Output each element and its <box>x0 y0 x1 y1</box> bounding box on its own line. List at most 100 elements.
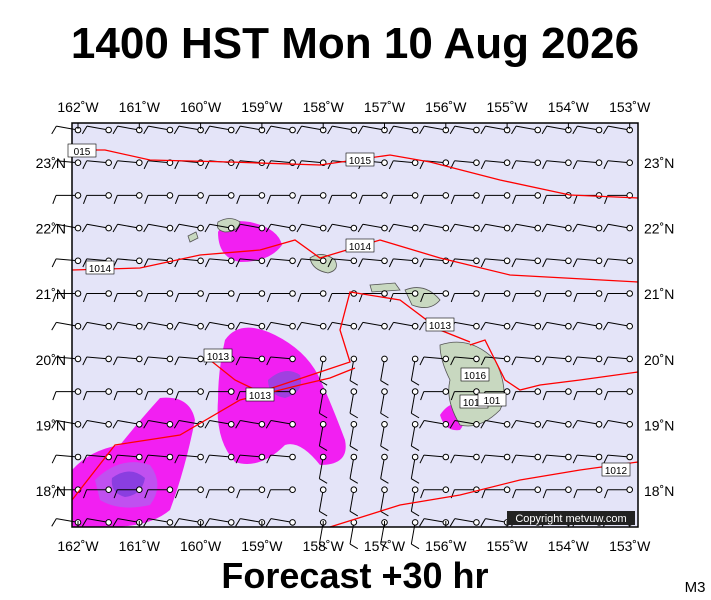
barb-feather <box>450 356 455 366</box>
wind-barb <box>604 388 634 401</box>
wind-barb <box>542 159 572 170</box>
barb-feather <box>265 420 272 429</box>
barb-feather <box>419 356 425 366</box>
barb-station <box>105 519 112 526</box>
barb-station <box>136 257 143 265</box>
barb-staff <box>56 160 79 164</box>
wind-barb <box>113 355 143 366</box>
barb-station <box>74 322 82 330</box>
wind-barb <box>174 355 204 366</box>
barb-station <box>258 192 266 199</box>
isobar-label-box <box>245 387 275 402</box>
wind-barb <box>51 321 82 331</box>
barb-staff <box>117 160 140 164</box>
barb-feather <box>82 258 88 268</box>
lon-label: 161˚W <box>119 538 161 554</box>
barb-staff <box>380 489 385 512</box>
wind-barb <box>541 125 572 135</box>
lon-label: 157˚W <box>364 99 406 115</box>
wind-barb <box>420 486 450 499</box>
barb-staff <box>240 419 262 425</box>
barb-staff <box>607 125 630 131</box>
barb-station <box>105 224 112 232</box>
wind-barb <box>449 125 480 135</box>
barb-feather <box>296 322 302 331</box>
barb-station <box>626 388 634 395</box>
copyright: Copyright metvuw.com <box>515 513 626 525</box>
barb-staff <box>577 321 600 327</box>
wind-barb <box>572 159 603 170</box>
barb-feather <box>511 356 517 366</box>
barb-feather <box>143 356 149 366</box>
barb-station <box>473 519 480 526</box>
wind-barb <box>143 159 174 170</box>
barb-station <box>565 388 572 395</box>
barb-station <box>105 322 112 330</box>
barb-station <box>105 388 112 395</box>
barb-station <box>381 192 388 199</box>
barb-station <box>595 159 603 166</box>
lat-label: 20˚N <box>36 352 66 368</box>
lon-label: 155˚W <box>486 99 528 115</box>
barb-feather <box>143 160 149 170</box>
barb-station <box>350 388 358 395</box>
barb-staff <box>454 419 477 425</box>
isobar-label: 015 <box>74 147 91 158</box>
barb-station <box>565 257 572 265</box>
barb-feather <box>420 489 425 499</box>
barb-feather <box>81 518 88 527</box>
barb-staff <box>485 356 508 360</box>
barb-station <box>105 355 112 363</box>
barb-feather <box>388 322 394 331</box>
barb-feather <box>380 445 389 451</box>
barb-staff <box>178 356 201 360</box>
barb-staff <box>349 489 355 512</box>
wind-barb <box>358 290 388 303</box>
barb-station <box>227 257 235 265</box>
barb-station <box>258 224 266 232</box>
barb-feather <box>266 258 272 268</box>
model-label: M3 <box>685 579 706 596</box>
wind-barb <box>449 518 480 527</box>
barb-staff <box>454 223 477 229</box>
barb-staff <box>485 518 508 523</box>
barb-staff <box>56 321 79 327</box>
barb-feather <box>173 518 180 527</box>
wind-barb <box>420 192 450 204</box>
barb-station <box>503 257 511 265</box>
barb-station <box>74 159 82 166</box>
isobar-label-box <box>460 367 490 382</box>
barb-station <box>411 486 419 494</box>
barb-staff <box>301 160 324 164</box>
barb-feather <box>296 125 302 135</box>
wind-barb <box>144 388 174 401</box>
barb-station <box>381 322 388 330</box>
barb-station <box>289 355 296 363</box>
barb-station <box>503 486 511 494</box>
wind-barb <box>144 290 174 303</box>
barb-staff <box>546 258 569 262</box>
barb-station <box>534 290 542 297</box>
barb-feather <box>512 293 517 303</box>
wind-barb <box>51 159 82 170</box>
wind-barb <box>143 518 174 527</box>
wind-barb <box>358 192 388 204</box>
barb-feather <box>235 518 241 527</box>
barb-feather <box>573 391 578 401</box>
barb-feather <box>51 454 57 464</box>
barb-station <box>258 290 266 297</box>
barb-feather <box>143 258 149 268</box>
barb-staff <box>117 258 140 262</box>
wind-barb <box>572 257 603 268</box>
barb-station <box>503 322 511 330</box>
wind-barb <box>318 355 328 386</box>
barb-staff <box>117 454 140 458</box>
barb-staff <box>393 160 416 164</box>
barb-feather <box>349 445 359 451</box>
barb-station <box>381 224 388 232</box>
barb-feather <box>174 356 180 366</box>
barb-station <box>442 486 450 494</box>
wind-barb <box>327 321 358 331</box>
wind-barbs <box>51 125 634 550</box>
barb-staff <box>454 356 477 360</box>
